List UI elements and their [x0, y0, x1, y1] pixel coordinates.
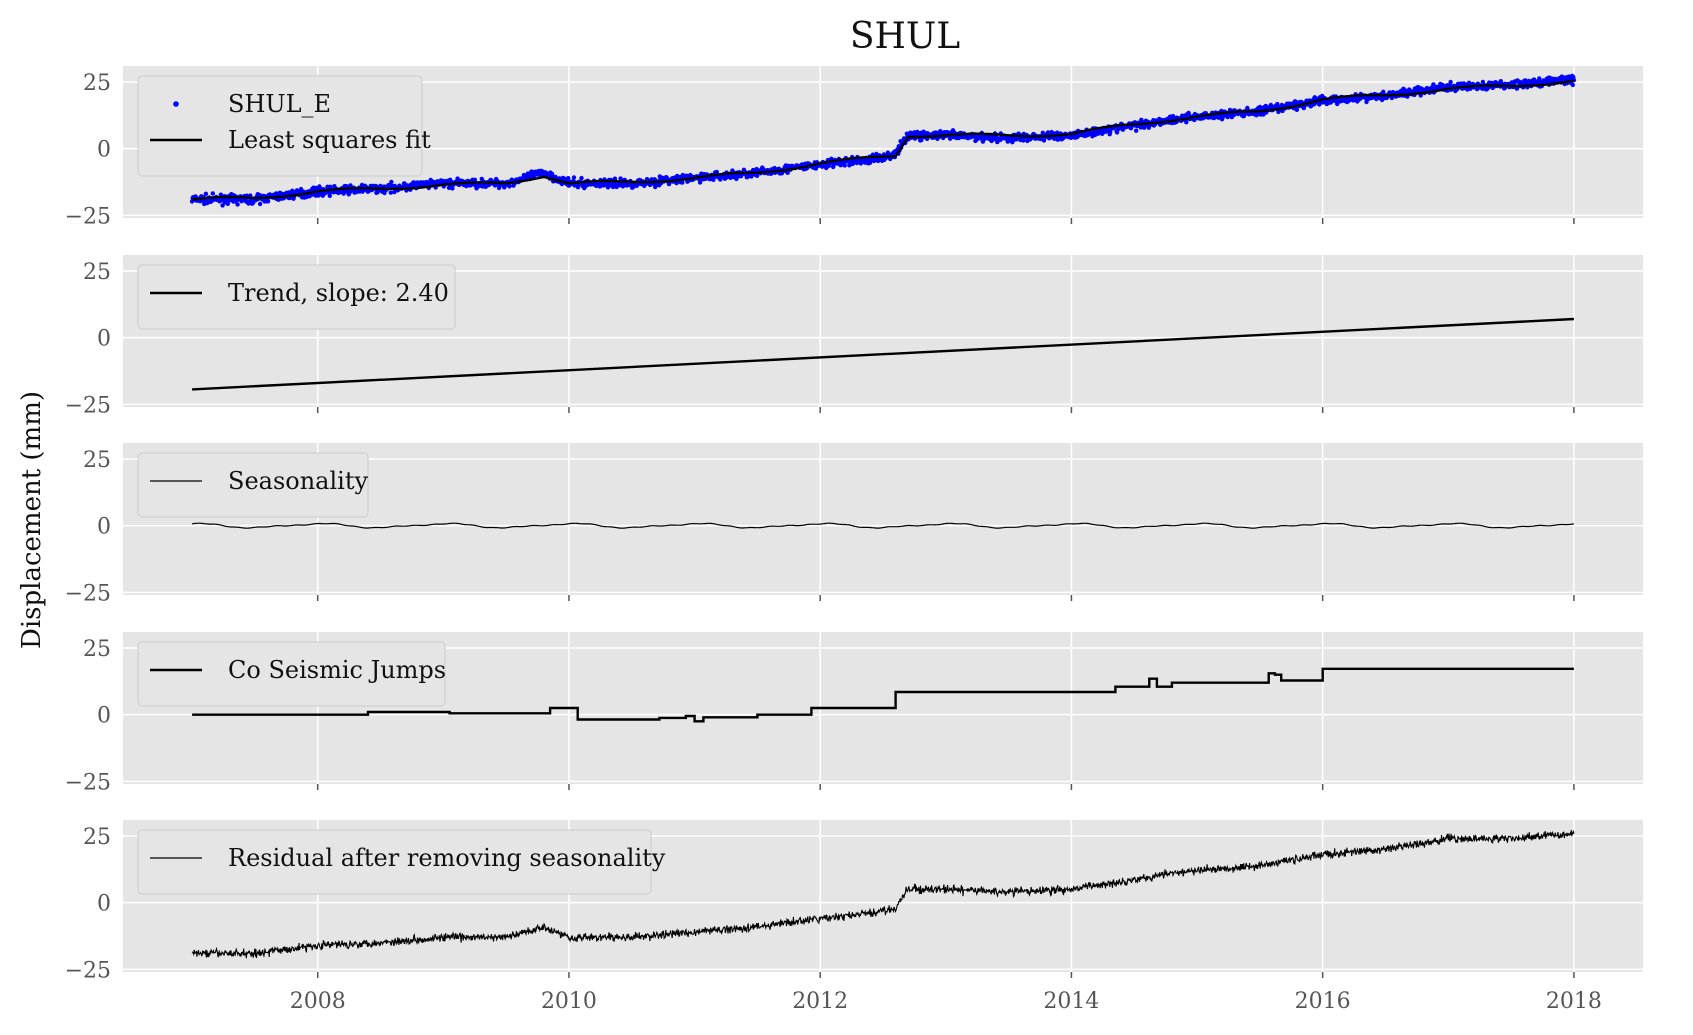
- data-point: [348, 183, 353, 188]
- data-point: [1448, 79, 1453, 85]
- data-point: [1021, 138, 1026, 143]
- data-point: [680, 180, 685, 185]
- panel-observations-and-fit: −25 0 25 SHUL_E Least squares fit: [65, 66, 1643, 229]
- data-point: [1431, 82, 1436, 87]
- series-line: [191, 830, 1575, 959]
- y-tick-label: −25: [65, 393, 111, 418]
- data-point: [210, 191, 215, 196]
- x-tick-label: 2010: [541, 989, 597, 1014]
- y-tick-label: 0: [97, 892, 111, 917]
- data-point: [749, 174, 754, 179]
- series-step-line: [192, 667, 1574, 723]
- x-tick-label: 2018: [1546, 989, 1602, 1014]
- legend: Seasonality: [137, 452, 369, 518]
- y-axis-label: Displacement (mm): [17, 391, 47, 649]
- panel-residual: −25 0 25 2008 2010 2012 2014 2016 2018 Residual a…: [65, 820, 1643, 1014]
- data-point: [1045, 130, 1051, 135]
- series-line: [192, 79, 1575, 201]
- data-point: [612, 176, 618, 181]
- data-point: [1186, 112, 1192, 118]
- y-tick-label: 25: [83, 825, 111, 850]
- data-point: [919, 137, 924, 143]
- legend-entry: Least squares fit: [228, 126, 431, 154]
- data-point: [754, 173, 760, 178]
- data-point: [674, 180, 679, 186]
- legend: SHUL_E Least squares fit: [137, 75, 431, 177]
- legend-box: [137, 829, 652, 895]
- legend-marker: [173, 101, 179, 107]
- legend-entry: Trend, slope: 2.40: [228, 279, 449, 307]
- legend-entry: Seasonality: [228, 467, 368, 495]
- legend-box: [137, 641, 446, 707]
- panel-co-seismic-jumps: −25 0 25 Co Seismic Jumps: [65, 632, 1643, 795]
- y-tick-label: 25: [83, 260, 111, 285]
- data-point: [235, 202, 240, 207]
- legend-entry: Residual after removing seasonality: [228, 844, 666, 872]
- data-point: [571, 175, 577, 180]
- data-point: [450, 186, 455, 191]
- legend-entry: Co Seismic Jumps: [228, 656, 446, 684]
- y-tick-label: 25: [83, 71, 111, 96]
- data-point: [575, 185, 581, 190]
- data-point: [1114, 130, 1120, 135]
- data-point: [388, 190, 393, 195]
- data-point: [1570, 82, 1576, 88]
- legend-box: [137, 264, 456, 330]
- legend: Trend, slope: 2.40: [137, 264, 456, 330]
- legend-box: [137, 452, 369, 518]
- x-tick-label: 2016: [1295, 989, 1351, 1014]
- data-point: [831, 164, 836, 170]
- y-tick-label: 25: [83, 448, 111, 473]
- data-point: [1146, 125, 1152, 130]
- y-tick-label: −25: [65, 204, 111, 229]
- y-tick-label: −25: [65, 958, 111, 983]
- x-tick-label: 2012: [792, 989, 848, 1014]
- data-point: [225, 201, 230, 206]
- legend: Co Seismic Jumps: [137, 641, 446, 707]
- data-point: [203, 191, 209, 196]
- y-tick-label: 0: [97, 138, 111, 163]
- data-point: [579, 175, 584, 181]
- data-point: [1134, 128, 1139, 133]
- data-point: [1184, 120, 1189, 125]
- data-point: [389, 179, 394, 185]
- data-point: [265, 199, 271, 204]
- y-tick-label: 0: [97, 704, 111, 729]
- data-point: [605, 185, 611, 190]
- data-point: [1537, 76, 1542, 81]
- data-point: [472, 177, 478, 182]
- data-point: [246, 201, 251, 206]
- plot-area: [123, 443, 1643, 595]
- y-tick-label: 0: [97, 327, 111, 352]
- data-point: [290, 188, 295, 193]
- panel-trend: −25 0 25 Trend, slope: 2.40: [65, 255, 1643, 418]
- y-tick-label: 25: [83, 637, 111, 662]
- y-tick-label: 0: [97, 515, 111, 540]
- chart-title: SHUL: [850, 16, 960, 57]
- x-tick-label: 2014: [1043, 989, 1099, 1014]
- panel-seasonality: −25 0 25 Seasonality: [65, 443, 1643, 606]
- data-point: [714, 169, 719, 175]
- legend-box: [137, 75, 423, 177]
- data-point: [327, 193, 332, 198]
- x-tick-label: 2008: [290, 989, 346, 1014]
- series-line: [191, 522, 1575, 529]
- data-point: [1335, 101, 1340, 107]
- y-tick-label: −25: [65, 581, 111, 606]
- y-tick-label: −25: [65, 770, 111, 795]
- panels: −25 0 25 SHUL_E Least squares fit −25 0 25 Trend…: [65, 66, 1643, 1014]
- data-point: [842, 163, 847, 168]
- data-point: [507, 184, 512, 189]
- legend-entry: SHUL_E: [228, 90, 331, 118]
- data-point: [566, 176, 571, 181]
- data-point: [1275, 101, 1280, 107]
- data-point: [218, 192, 224, 197]
- series-line: [192, 317, 1574, 391]
- data-point: [257, 201, 263, 207]
- legend: Residual after removing seasonality: [137, 829, 666, 895]
- data-point: [1108, 129, 1113, 135]
- data-point: [1294, 107, 1300, 113]
